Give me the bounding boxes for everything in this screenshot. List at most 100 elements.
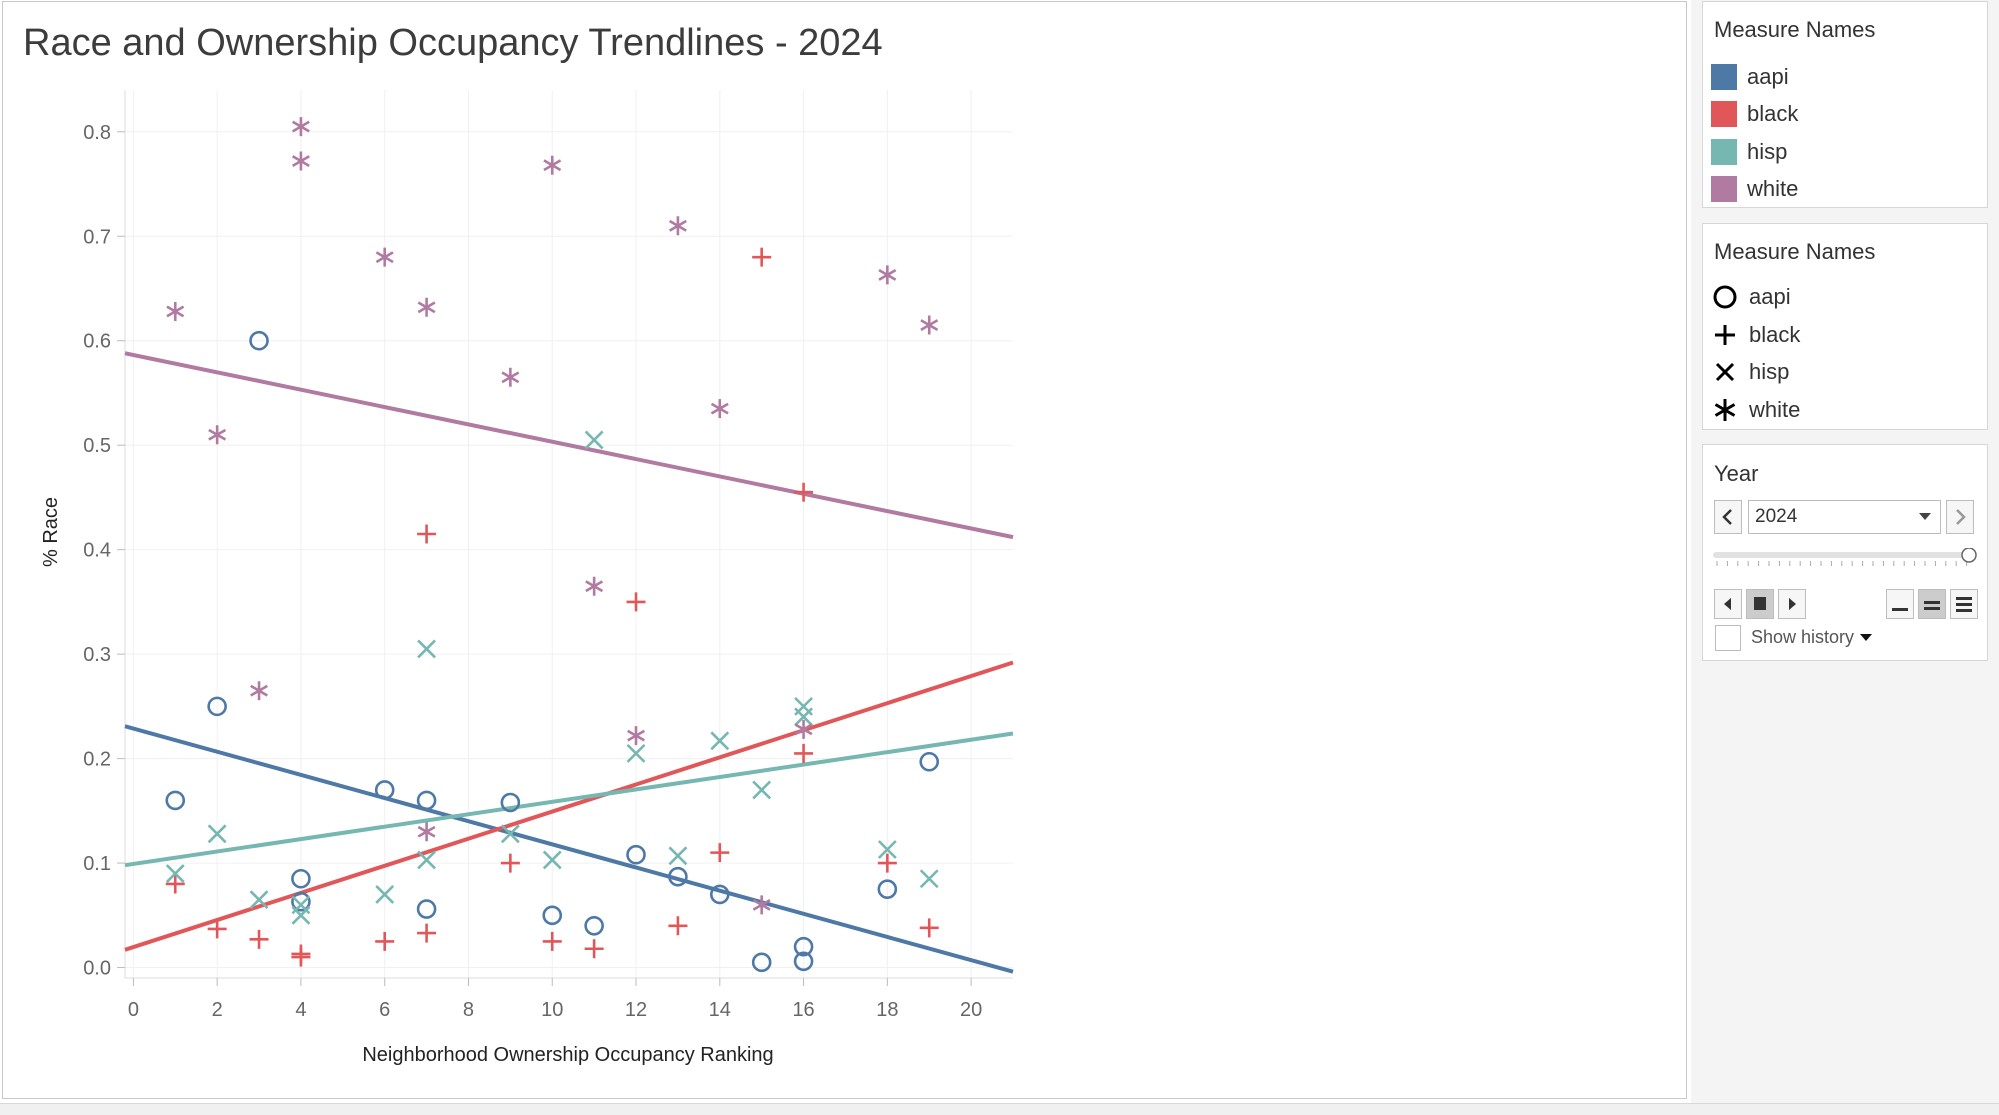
point-black[interactable] [249, 929, 269, 949]
point-aapi[interactable] [207, 696, 227, 717]
point-aapi[interactable] [249, 330, 269, 351]
point-white[interactable] [375, 247, 394, 267]
point-white[interactable] [878, 265, 897, 285]
play-backward-button[interactable] [1714, 589, 1742, 619]
point-hisp[interactable] [710, 731, 730, 751]
point-white[interactable] [585, 576, 604, 596]
point-black[interactable] [375, 931, 395, 951]
point-white[interactable] [627, 726, 645, 746]
point-hisp[interactable] [375, 885, 395, 904]
point-white[interactable] [250, 681, 268, 701]
point-white[interactable] [543, 155, 562, 175]
point-aapi[interactable] [919, 751, 940, 772]
stop-icon [1754, 597, 1766, 610]
legend-item-aapi[interactable]: aapi [1711, 282, 1791, 312]
point-black[interactable] [165, 874, 185, 894]
point-white[interactable] [501, 367, 520, 387]
point-black[interactable] [877, 853, 897, 873]
legend-item-white[interactable]: white [1711, 395, 1800, 425]
stop-button[interactable] [1746, 589, 1774, 619]
speed-medium-button[interactable] [1918, 589, 1946, 619]
legend-item-black[interactable]: black [1711, 320, 1800, 350]
point-white[interactable] [752, 895, 771, 915]
point-hisp[interactable] [417, 639, 437, 659]
point-black[interactable] [291, 947, 311, 967]
point-hisp[interactable] [291, 905, 311, 925]
point-aapi[interactable] [626, 844, 646, 865]
legend-item-hisp[interactable]: hisp [1711, 357, 1789, 387]
year-select[interactable]: 2024 [1748, 500, 1941, 534]
point-hisp[interactable] [207, 824, 227, 844]
legend-item-white[interactable]: white [1711, 174, 1798, 204]
point-aapi[interactable] [709, 884, 730, 905]
point-aapi[interactable] [291, 891, 311, 912]
point-black[interactable] [668, 916, 688, 936]
point-hisp[interactable] [626, 743, 646, 763]
play-forward-button[interactable] [1778, 589, 1806, 619]
point-hisp[interactable] [165, 864, 185, 883]
point-black[interactable] [794, 743, 814, 763]
point-aapi[interactable] [668, 866, 688, 887]
point-white[interactable] [417, 822, 436, 842]
point-white[interactable] [208, 425, 227, 445]
point-black[interactable] [584, 939, 604, 959]
point-aapi[interactable] [416, 790, 437, 811]
point-white[interactable] [291, 117, 310, 137]
point-aapi[interactable] [877, 879, 898, 900]
point-white[interactable] [668, 216, 687, 236]
point-black[interactable] [919, 918, 939, 938]
point-aapi[interactable] [500, 792, 521, 813]
legend-item-aapi[interactable]: aapi [1711, 62, 1789, 92]
point-aapi[interactable] [793, 951, 814, 972]
point-black[interactable] [710, 843, 730, 863]
show-history-checkbox[interactable] [1715, 625, 1741, 651]
previous-year-button[interactable] [1714, 500, 1742, 534]
speed-fast-button[interactable] [1950, 589, 1978, 619]
legend-label: white [1747, 176, 1799, 201]
point-white[interactable] [417, 297, 436, 317]
point-black[interactable] [626, 592, 646, 612]
point-white[interactable] [794, 719, 813, 739]
y-tick-label: 0.4 [83, 540, 111, 562]
point-black[interactable] [417, 923, 437, 943]
point-hisp[interactable] [877, 840, 897, 859]
point-black[interactable] [542, 931, 562, 951]
point-black[interactable] [207, 919, 227, 939]
point-hisp[interactable] [542, 850, 562, 870]
point-aapi[interactable] [584, 915, 604, 936]
slider-handle[interactable] [1961, 548, 1977, 563]
speed-slow-button[interactable] [1886, 589, 1914, 619]
point-hisp[interactable] [668, 846, 688, 866]
point-black[interactable] [794, 482, 814, 502]
point-white[interactable] [291, 151, 310, 171]
point-aapi[interactable] [416, 899, 437, 919]
next-year-button[interactable] [1946, 500, 1974, 534]
caret-down-icon [1860, 634, 1873, 641]
point-black[interactable] [752, 247, 772, 267]
point-white[interactable] [710, 399, 729, 419]
point-hisp[interactable] [249, 890, 269, 910]
point-white[interactable] [166, 301, 185, 321]
point-aapi[interactable] [165, 790, 186, 811]
year-slider[interactable] [1713, 548, 1983, 572]
scatter-chart[interactable]: 0 2 4 6 8 10 12 14 16 18 20 0.00.10.20.30.40.50.60… [0, 0, 1690, 1100]
point-hisp[interactable] [794, 707, 813, 727]
point-aapi[interactable] [542, 905, 563, 926]
point-hisp[interactable] [752, 780, 772, 800]
legend-item-black[interactable]: black [1711, 99, 1798, 129]
point-hisp[interactable] [584, 430, 604, 450]
point-hisp[interactable] [417, 850, 437, 870]
data-points [165, 117, 940, 973]
legend-item-hisp[interactable]: hisp [1711, 137, 1787, 167]
point-black[interactable] [500, 853, 520, 873]
point-aapi[interactable] [751, 952, 772, 973]
point-aapi[interactable] [793, 936, 814, 957]
point-aapi[interactable] [291, 868, 311, 889]
point-hisp[interactable] [500, 824, 520, 844]
show-history-label[interactable]: Show history [1751, 627, 1873, 648]
point-aapi[interactable] [374, 780, 395, 800]
point-black[interactable] [417, 524, 437, 544]
trendlines [124, 351, 1014, 974]
point-white[interactable] [920, 315, 939, 335]
point-hisp[interactable] [919, 869, 939, 889]
